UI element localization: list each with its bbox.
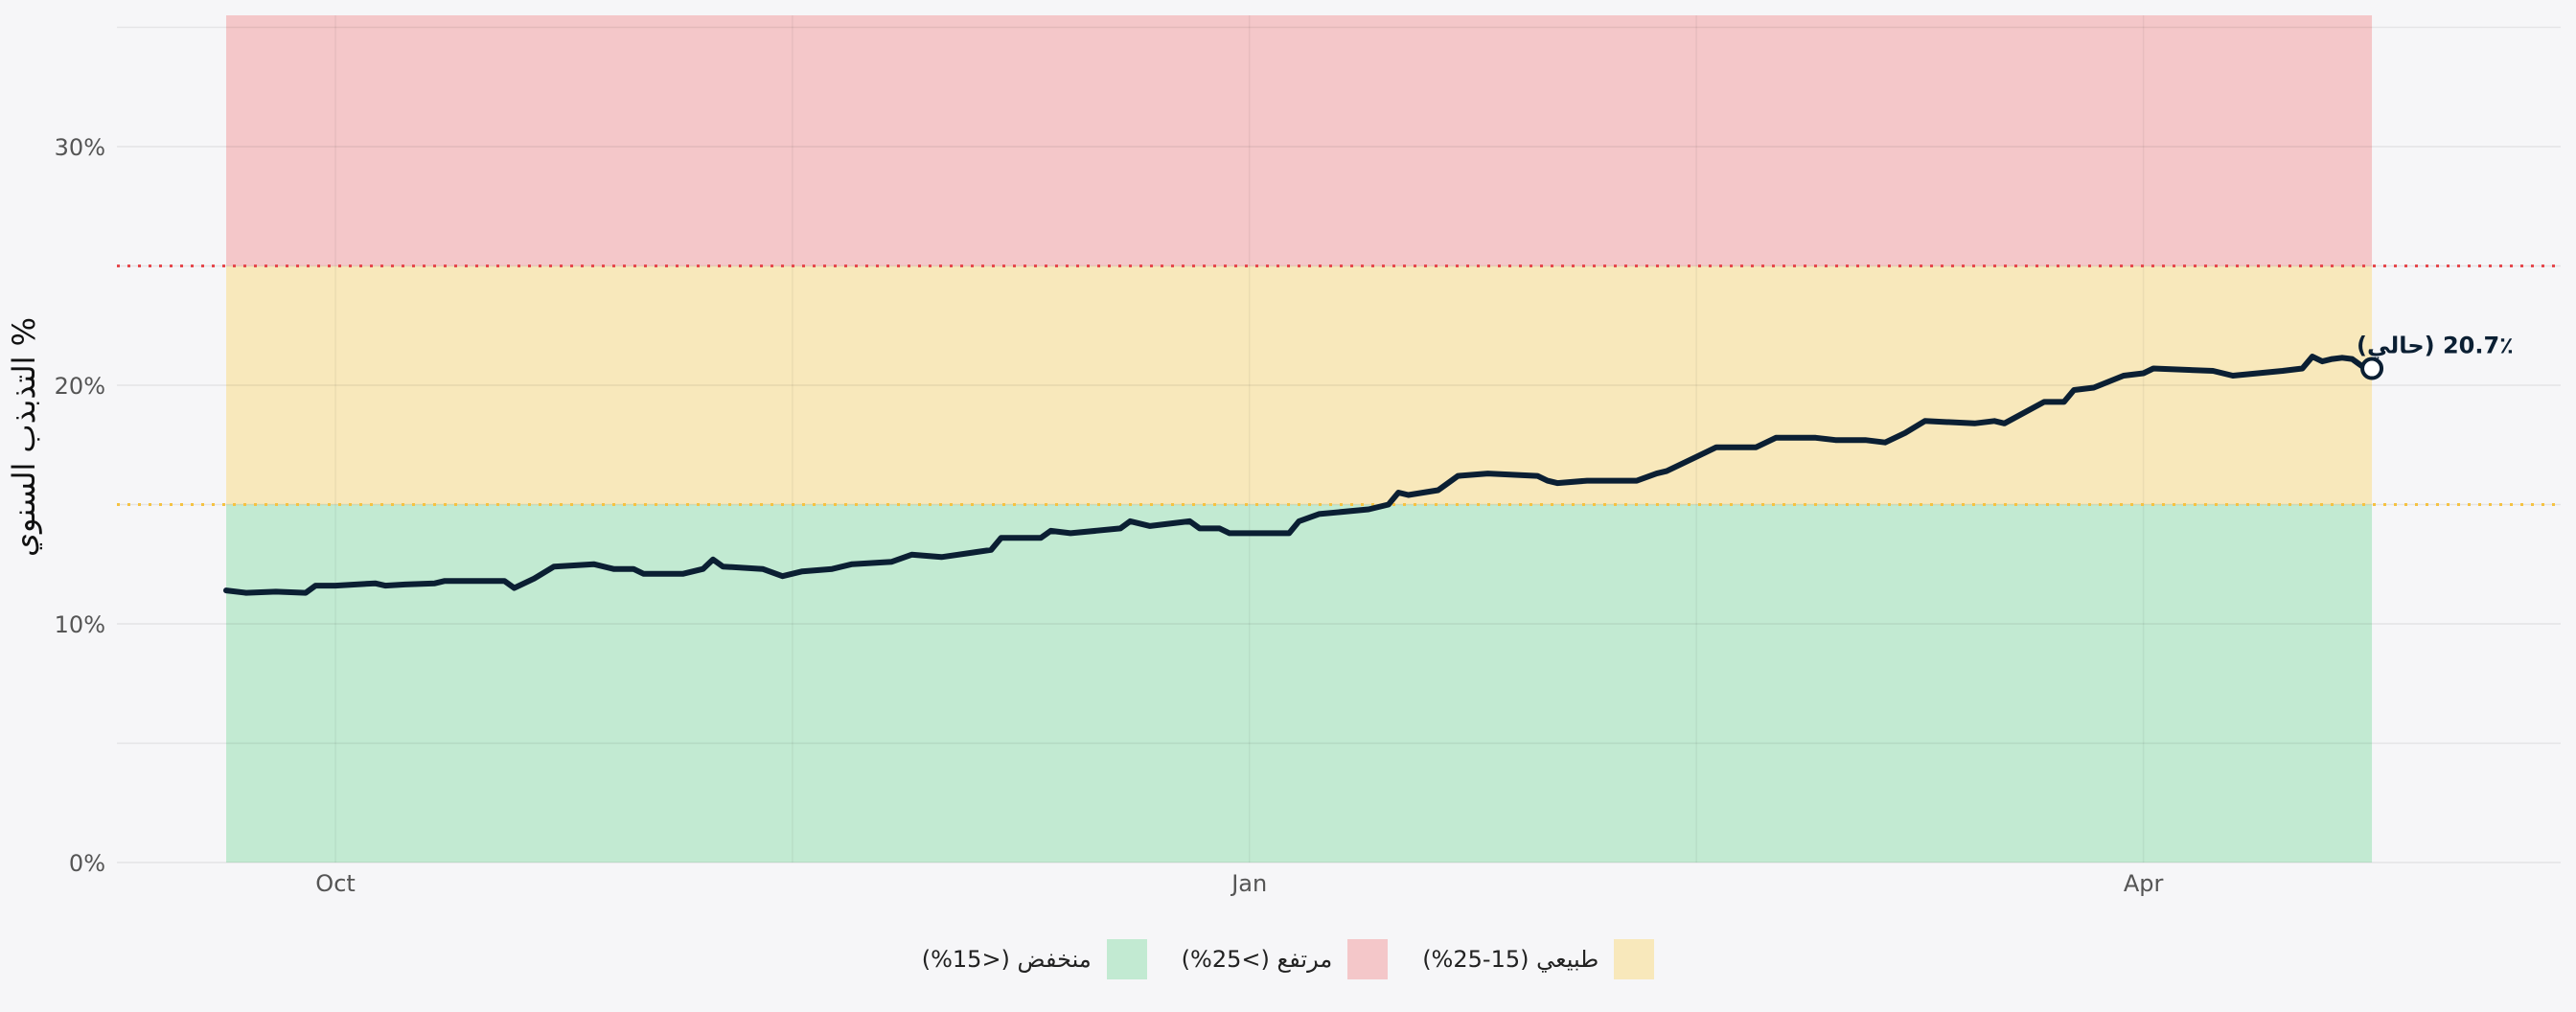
volatility-bands bbox=[226, 15, 2373, 862]
x-tick-label: Oct bbox=[315, 870, 356, 897]
y-tick-label: 10% bbox=[55, 611, 105, 638]
x-axis-ticks: Oct Jan Apr bbox=[315, 870, 2163, 897]
current-value-annotation: 20.7٪ (حالي) bbox=[2357, 333, 2514, 359]
legend-item-high: مرتفع (>25%) bbox=[1182, 939, 1389, 979]
legend-item-normal: طبيعي (15-25%) bbox=[1422, 939, 1655, 979]
x-tick-label: Jan bbox=[1230, 870, 1267, 897]
legend-swatch-low bbox=[1106, 939, 1147, 979]
y-axis-label: التذبذب السنوي % bbox=[6, 317, 42, 557]
volatility-chart: 0% 10% 20% 30% Oct Jan Apr التذبذب السنوي % 2… bbox=[6, 15, 2561, 897]
x-tick-label: Apr bbox=[2124, 870, 2164, 897]
legend-swatch-high bbox=[1347, 939, 1389, 979]
legend: طبيعي (15-25%) مرتفع (>25%) منخفض (<15%) bbox=[0, 939, 2576, 979]
band-low bbox=[226, 504, 2373, 862]
volatility-line bbox=[223, 354, 2375, 596]
legend-label-high: مرتفع (>25%) bbox=[1181, 946, 1333, 973]
band-high bbox=[226, 15, 2373, 266]
y-tick-label: 30% bbox=[55, 134, 105, 161]
legend-item-low: منخفض (<15%) bbox=[922, 939, 1147, 979]
threshold-lines bbox=[117, 264, 2561, 506]
y-axis-ticks: 0% 10% 20% 30% bbox=[55, 134, 105, 877]
band-normal bbox=[226, 265, 2373, 505]
y-tick-label: 0% bbox=[69, 850, 105, 877]
current-point-marker bbox=[2360, 356, 2384, 380]
y-tick-label: 20% bbox=[55, 373, 105, 400]
series-group bbox=[223, 354, 2384, 596]
legend-swatch-normal bbox=[1614, 939, 1655, 979]
grid-lines bbox=[117, 15, 2561, 863]
legend-label-normal: طبيعي (15-25%) bbox=[1422, 946, 1599, 973]
legend-label-low: منخفض (<15%) bbox=[921, 946, 1092, 973]
